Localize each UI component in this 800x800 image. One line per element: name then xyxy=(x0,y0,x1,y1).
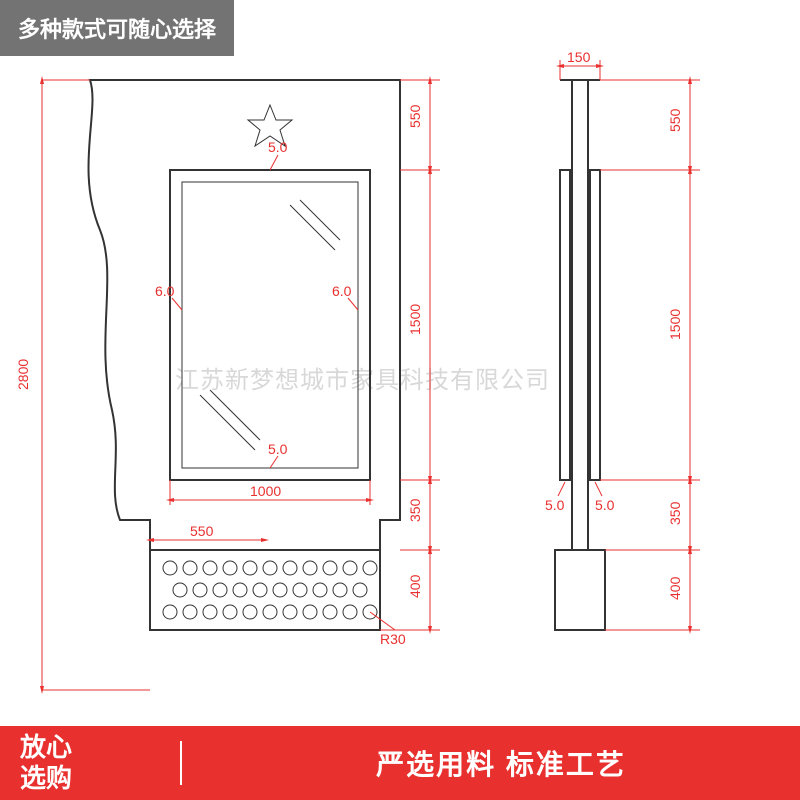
front-right-dims: 550 1500 350 400 xyxy=(380,80,440,630)
svg-text:1500: 1500 xyxy=(667,309,683,340)
banner-divider xyxy=(180,741,182,785)
svg-text:6.0: 6.0 xyxy=(332,283,352,299)
svg-text:150: 150 xyxy=(567,50,591,65)
svg-text:550: 550 xyxy=(407,104,423,128)
top-banner: 多种款式可随心选择 xyxy=(0,0,234,56)
svg-text:400: 400 xyxy=(407,574,423,598)
svg-text:1500: 1500 xyxy=(407,304,423,335)
bottom-banner: 放心 选购 严选用料 标准工艺 xyxy=(0,726,800,800)
base-holes xyxy=(163,561,377,619)
svg-text:5.0: 5.0 xyxy=(595,497,615,513)
svg-text:5.0: 5.0 xyxy=(268,139,288,155)
svg-text:R30: R30 xyxy=(380,631,406,647)
dim-overall-h: 2800 xyxy=(15,359,31,390)
svg-text:1000: 1000 xyxy=(250,483,281,499)
technical-drawing: 2800 550 1500 350 400 1000 550 5.0 xyxy=(0,50,800,730)
svg-text:350: 350 xyxy=(667,501,683,525)
side-elevation: 150 550 1500 350 400 5.0 5.0 xyxy=(545,50,700,630)
svg-text:400: 400 xyxy=(667,576,683,600)
svg-text:350: 350 xyxy=(407,498,423,522)
bottom-left-text: 放心 选购 xyxy=(0,732,160,794)
svg-text:550: 550 xyxy=(667,108,683,132)
front-elevation: 2800 550 1500 350 400 1000 550 5.0 xyxy=(15,80,440,690)
bottom-right-text: 严选用料 标准工艺 xyxy=(202,743,800,783)
svg-text:5.0: 5.0 xyxy=(268,441,288,457)
svg-text:550: 550 xyxy=(190,523,214,539)
svg-text:5.0: 5.0 xyxy=(545,497,565,513)
svg-text:6.0: 6.0 xyxy=(155,283,175,299)
